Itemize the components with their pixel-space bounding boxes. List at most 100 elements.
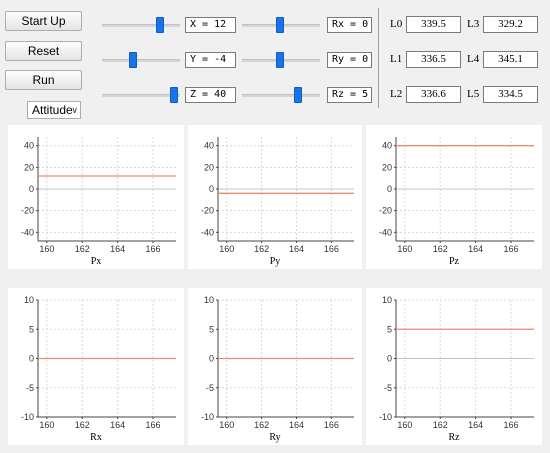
y-tick-label: 10 [382,295,392,305]
x-tick-label: 164 [468,420,483,430]
y-tick-label: 10 [24,295,34,305]
y-tick-label: -20 [21,206,34,216]
y-tick-label: -40 [21,227,34,237]
leg-value-l1: 336.5 [406,51,461,68]
run-button[interactable]: Run [5,70,82,90]
z-value-box: Z = 40 [185,87,236,103]
chart-title-rz: Rz [448,432,460,443]
y-slider[interactable] [102,50,180,70]
x-tick-label: 160 [219,420,234,430]
y-slider-handle[interactable] [129,52,137,68]
x-tick-label: 164 [468,244,483,254]
y-tick-label: 0 [29,354,34,364]
y-tick-label: -20 [379,206,392,216]
y-tick-label: -40 [379,227,392,237]
leg-label-l2: L2 [390,88,403,100]
y-tick-label: 5 [209,324,214,334]
y-tick-label: 20 [24,162,34,172]
y-tick-label: -5 [26,383,34,393]
ry-value-box: Ry = 0 [327,52,372,68]
chart-panel-pz: 160 162 164 166 40 20 0 -20 -40 Pz [366,125,542,269]
x-tick-label: 166 [145,244,160,254]
y-tick-label: -10 [201,412,214,422]
x-tick-label: 162 [433,420,448,430]
leg-value-l4: 345.1 [483,51,538,68]
y-tick-label: 5 [387,324,392,334]
x-slider[interactable] [102,15,180,35]
x-tick-label: 164 [110,244,125,254]
leg-label-l4: L4 [467,53,480,65]
leg-label-l0: L0 [390,18,403,30]
x-tick-label: 166 [503,420,518,430]
y-tick-label: 0 [209,184,214,194]
y-tick-label: 20 [204,162,214,172]
leg-value-l5: 334.5 [483,86,538,103]
ry-slider-handle[interactable] [276,52,284,68]
reset-button[interactable]: Reset [5,41,82,61]
chart-title-py: Py [269,256,281,267]
chart-title-ry: Ry [269,432,281,443]
chart-title-px: Px [90,256,102,267]
y-tick-label: -10 [21,412,34,422]
divider [378,8,379,108]
chart-panel-rx: 160 162 164 166 10 5 0 -5 -10 Rx [8,288,184,445]
slider-track [242,94,320,97]
y-tick-label: 0 [209,354,214,364]
mode-select[interactable]: Attitude ∨ [27,101,81,119]
chart-px: 160 162 164 166 40 20 0 -20 -40 [21,137,176,254]
z-slider-handle[interactable] [170,87,178,103]
leg-label-l5: L5 [467,88,480,100]
x-tick-label: 162 [433,244,448,254]
y-tick-label: -20 [201,206,214,216]
slider-track [102,94,180,97]
chart-panel-px: 160 162 164 166 40 20 0 -20 -40 Px [8,125,184,269]
y-tick-label: 40 [24,141,34,151]
x-tick-label: 166 [503,244,518,254]
x-tick-label: 164 [289,244,304,254]
chart-title-rx: Rx [90,432,102,443]
chart-py: 160 162 164 166 40 20 0 -20 -40 [201,137,354,254]
chart-title-pz: Pz [449,256,459,267]
rz-slider-handle[interactable] [294,87,302,103]
x-tick-label: 164 [110,420,125,430]
y-tick-label: 20 [382,162,392,172]
y-tick-label: -5 [206,383,214,393]
z-slider[interactable] [102,85,180,105]
x-tick-label: 162 [75,420,90,430]
chart-panel-py: 160 162 164 166 40 20 0 -20 -40 Py [188,125,362,269]
y-tick-label: -5 [384,383,392,393]
chevron-down-icon: ∨ [71,105,78,115]
x-slider-handle[interactable] [156,17,164,33]
slider-track [102,24,180,27]
rx-slider-handle[interactable] [276,17,284,33]
ry-slider[interactable] [242,50,320,70]
y-tick-label: 5 [29,324,34,334]
leg-value-l0: 339.5 [406,16,461,33]
rx-value-box: Rx = 0 [327,17,372,33]
chart-rx: 160 162 164 166 10 5 0 -5 -10 [21,295,176,430]
leg-value-l2: 336.6 [406,86,461,103]
x-tick-label: 162 [75,244,90,254]
chart-pz: 160 162 164 166 40 20 0 -20 -40 [379,137,534,254]
x-tick-label: 166 [324,420,339,430]
slider-track [102,59,180,62]
y-tick-label: 0 [29,184,34,194]
rz-slider[interactable] [242,85,320,105]
y-tick-label: 0 [387,184,392,194]
x-tick-label: 162 [254,420,269,430]
chart-panel-rz: 160 162 164 166 10 5 0 -5 -10 Rz [366,288,542,445]
mode-select-value: Attitude [32,103,73,117]
y-tick-label: 10 [204,295,214,305]
y-tick-label: 40 [382,141,392,151]
leg-value-l3: 329.2 [483,16,538,33]
chart-ry: 160 162 164 166 10 5 0 -5 -10 [201,295,354,430]
y-value-box: Y = -4 [185,52,236,68]
chart-rz: 160 162 164 166 10 5 0 -5 -10 [379,295,534,430]
x-tick-label: 160 [219,244,234,254]
x-tick-label: 164 [289,420,304,430]
y-tick-label: 0 [387,354,392,364]
y-tick-label: -10 [379,412,392,422]
rx-slider[interactable] [242,15,320,35]
start-up-button[interactable]: Start Up [5,11,82,31]
y-tick-label: -40 [201,227,214,237]
